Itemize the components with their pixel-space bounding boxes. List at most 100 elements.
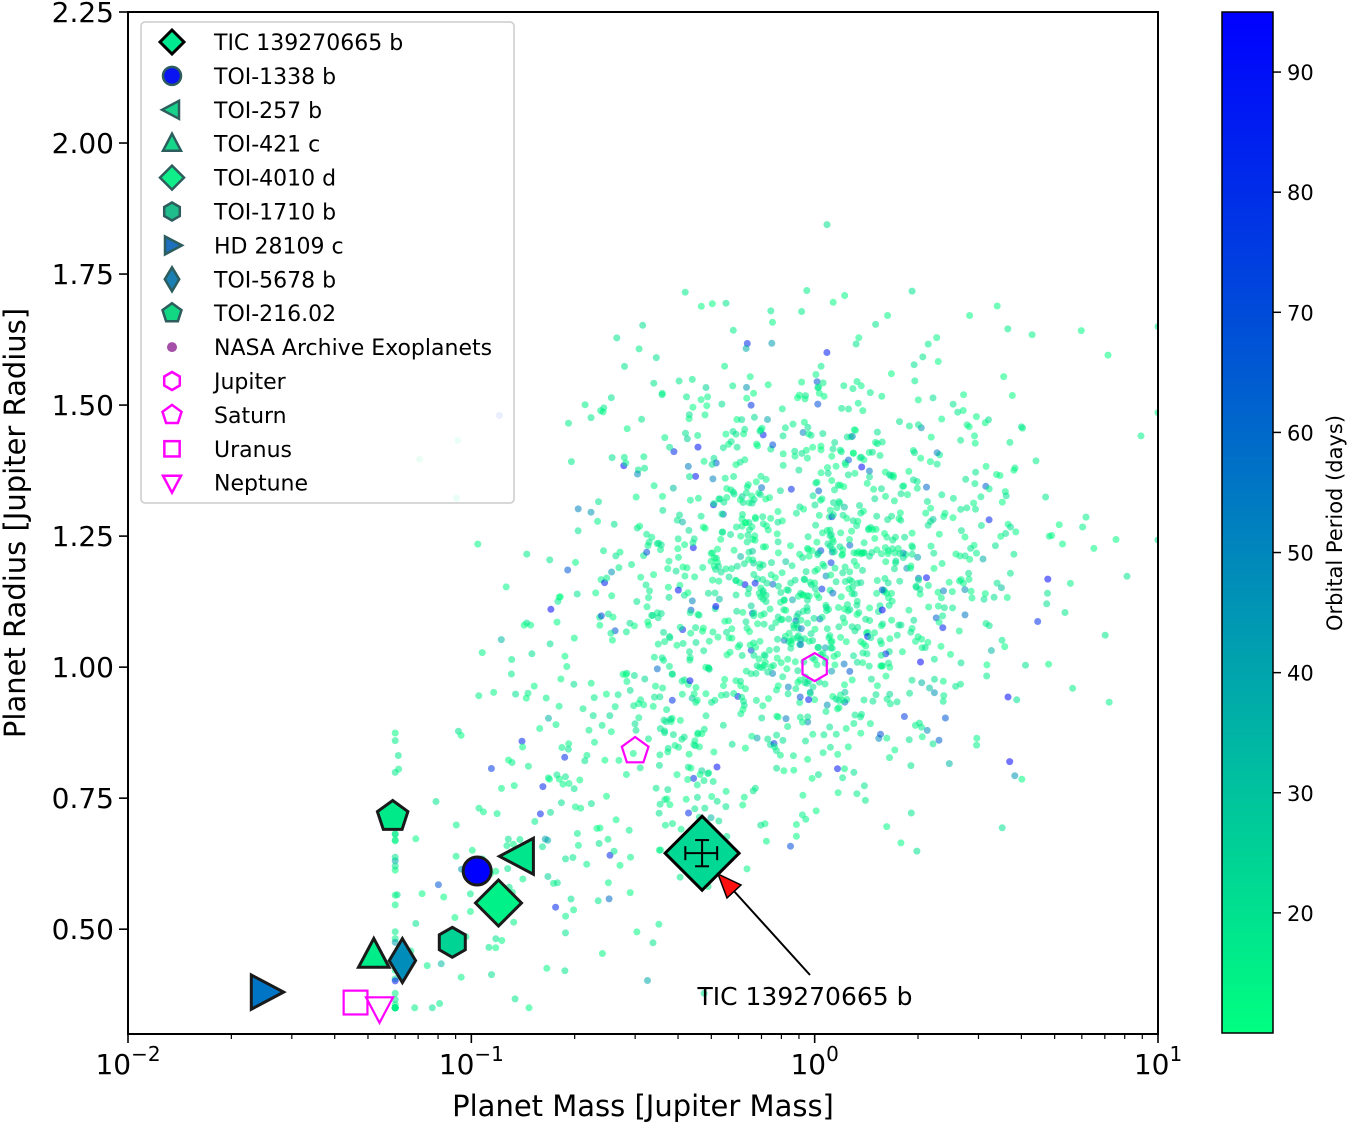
archive-point (784, 586, 792, 594)
archive-point (466, 908, 474, 915)
archive-point (798, 811, 806, 819)
archive-point (955, 627, 963, 635)
archive-point (574, 527, 582, 535)
archive-point (917, 658, 924, 666)
archive-exoplanet-points (391, 221, 1158, 1012)
archive-point (645, 735, 652, 743)
archive-point (865, 662, 873, 670)
archive-point (900, 482, 908, 490)
archive-point (663, 795, 671, 803)
archive-point (905, 606, 913, 614)
legend-marker-toi-1338-b (161, 65, 183, 87)
archive-point (792, 509, 800, 517)
archive-point (886, 700, 894, 708)
archive-point (873, 428, 881, 436)
archive-point (799, 791, 807, 799)
archive-point (391, 938, 399, 946)
archive-point (457, 731, 465, 739)
archive-point (840, 483, 848, 491)
archive-point (827, 559, 835, 567)
archive-point (659, 492, 666, 500)
archive-point (668, 714, 676, 722)
archive-point (747, 401, 755, 409)
archive-point (919, 353, 927, 361)
archive-point (684, 763, 692, 771)
archive-point (800, 418, 808, 426)
archive-point (644, 618, 652, 626)
archive-point (817, 469, 825, 477)
archive-point (674, 535, 682, 543)
archive-point (935, 618, 943, 626)
archive-point (757, 821, 765, 829)
archive-point (972, 505, 979, 513)
archive-point (848, 676, 856, 684)
archive-point (826, 723, 834, 731)
colorbar-tick-label: 90 (1287, 61, 1314, 85)
archive-point (740, 560, 748, 568)
archive-point (652, 682, 659, 690)
archive-point (516, 836, 524, 843)
archive-point (546, 640, 554, 648)
archive-point (1004, 325, 1012, 333)
archive-point (761, 652, 769, 660)
archive-point (784, 655, 792, 663)
y-tick-label: 1.50 (52, 389, 114, 422)
archive-point (690, 690, 698, 698)
archive-point (713, 763, 721, 771)
archive-point (763, 579, 771, 587)
archive-point (788, 562, 796, 570)
archive-point (797, 625, 805, 633)
archive-point (980, 595, 988, 603)
archive-point (769, 318, 776, 326)
archive-point (938, 560, 946, 567)
archive-point (603, 792, 610, 800)
archive-point (685, 415, 693, 423)
archive-point (877, 651, 885, 659)
archive-point (885, 594, 892, 602)
archive-point (886, 471, 893, 479)
archive-point (552, 721, 560, 729)
archive-point (636, 764, 644, 772)
archive-point (918, 635, 925, 643)
archive-point (882, 492, 889, 500)
legend-label-jupiter: Jupiter (212, 370, 287, 395)
archive-point (805, 637, 813, 645)
archive-point (700, 989, 708, 997)
archive-point (901, 533, 909, 541)
archive-point (552, 903, 560, 911)
archive-point (714, 633, 722, 641)
archive-point (596, 621, 604, 629)
archive-point (794, 678, 802, 686)
archive-point (704, 589, 712, 597)
archive-point (781, 632, 789, 640)
archive-point (832, 578, 840, 586)
archive-point (750, 389, 758, 397)
archive-point (913, 484, 921, 492)
archive-point (644, 542, 652, 550)
archive-point (872, 320, 880, 328)
y-tick-label: 2.00 (52, 127, 114, 160)
archive-point (774, 538, 782, 546)
archive-point (1002, 492, 1010, 500)
archive-point (663, 706, 671, 714)
archive-point (769, 580, 777, 588)
archive-point (805, 696, 813, 704)
colorbar-tick-label: 30 (1287, 782, 1314, 806)
archive-point (979, 555, 987, 563)
archive-point (857, 729, 865, 737)
archive-point (949, 604, 957, 612)
archive-point (518, 737, 526, 745)
archive-point (846, 536, 853, 543)
archive-point (1079, 523, 1087, 531)
archive-point (686, 677, 694, 685)
archive-point (710, 748, 718, 756)
archive-point (466, 890, 474, 898)
archive-point (844, 607, 852, 615)
archive-point (616, 548, 624, 556)
archive-point (539, 843, 546, 851)
solar-planet-jupiter (801, 651, 828, 683)
archive-point (971, 439, 979, 447)
archive-point (819, 430, 827, 438)
archive-point (802, 446, 810, 454)
archive-point (697, 302, 705, 310)
